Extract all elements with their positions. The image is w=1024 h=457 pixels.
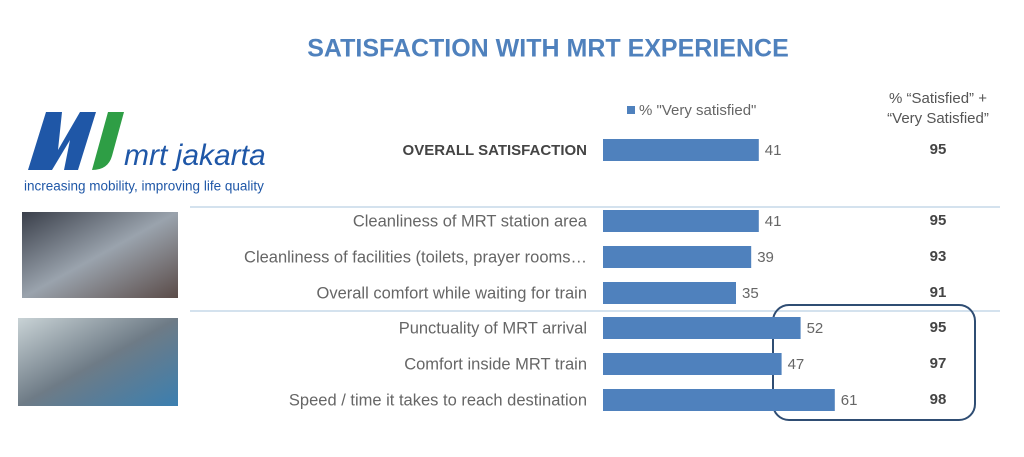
bar xyxy=(603,282,736,304)
legend-swatch xyxy=(627,106,635,114)
category-label: Overall comfort while waiting for train xyxy=(316,284,587,302)
total-label: 98 xyxy=(930,391,947,408)
category-label: Cleanliness of MRT station area xyxy=(353,212,588,230)
value-label: 52 xyxy=(807,320,824,337)
value-label: 41 xyxy=(765,142,782,159)
value-label: 41 xyxy=(765,213,782,230)
bar xyxy=(603,139,759,161)
value-label: 39 xyxy=(757,249,774,266)
logo: mrt jakarta increasing mobility, improvi… xyxy=(24,112,266,194)
legend-label: % "Very satisfied" xyxy=(639,102,756,119)
bar xyxy=(603,353,782,375)
logo-mark xyxy=(92,112,124,170)
category-label: Comfort inside MRT train xyxy=(404,355,587,373)
bar xyxy=(603,246,752,268)
total-label: 93 xyxy=(930,248,947,265)
total-label: 91 xyxy=(930,284,947,301)
total-label: 95 xyxy=(930,319,947,336)
train-photo xyxy=(18,318,178,406)
category-label: Cleanliness of facilities (toilets, pray… xyxy=(244,248,587,266)
bar xyxy=(603,389,835,411)
value-label: 61 xyxy=(841,392,858,409)
column-title: % “Satisfied” + xyxy=(889,90,987,107)
station-photo xyxy=(22,212,178,298)
logo-tagline: increasing mobility, improving life qual… xyxy=(24,179,264,194)
value-label: 35 xyxy=(742,285,759,302)
total-label: 97 xyxy=(930,355,947,372)
total-label: 95 xyxy=(930,212,947,229)
bar xyxy=(603,210,759,232)
chart-title: SATISFACTION WITH MRT EXPERIENCE xyxy=(307,35,789,63)
total-label: 95 xyxy=(930,141,947,158)
logo-mark xyxy=(28,112,96,170)
category-label: Speed / time it takes to reach destinati… xyxy=(289,391,587,409)
value-label: 47 xyxy=(788,356,805,373)
column-title: “Very Satisfied” xyxy=(887,110,989,127)
logo-name: mrt jakarta xyxy=(124,139,266,172)
category-label: OVERALL SATISFACTION xyxy=(403,142,587,159)
category-label: Punctuality of MRT arrival xyxy=(399,319,587,337)
bar xyxy=(603,317,801,339)
